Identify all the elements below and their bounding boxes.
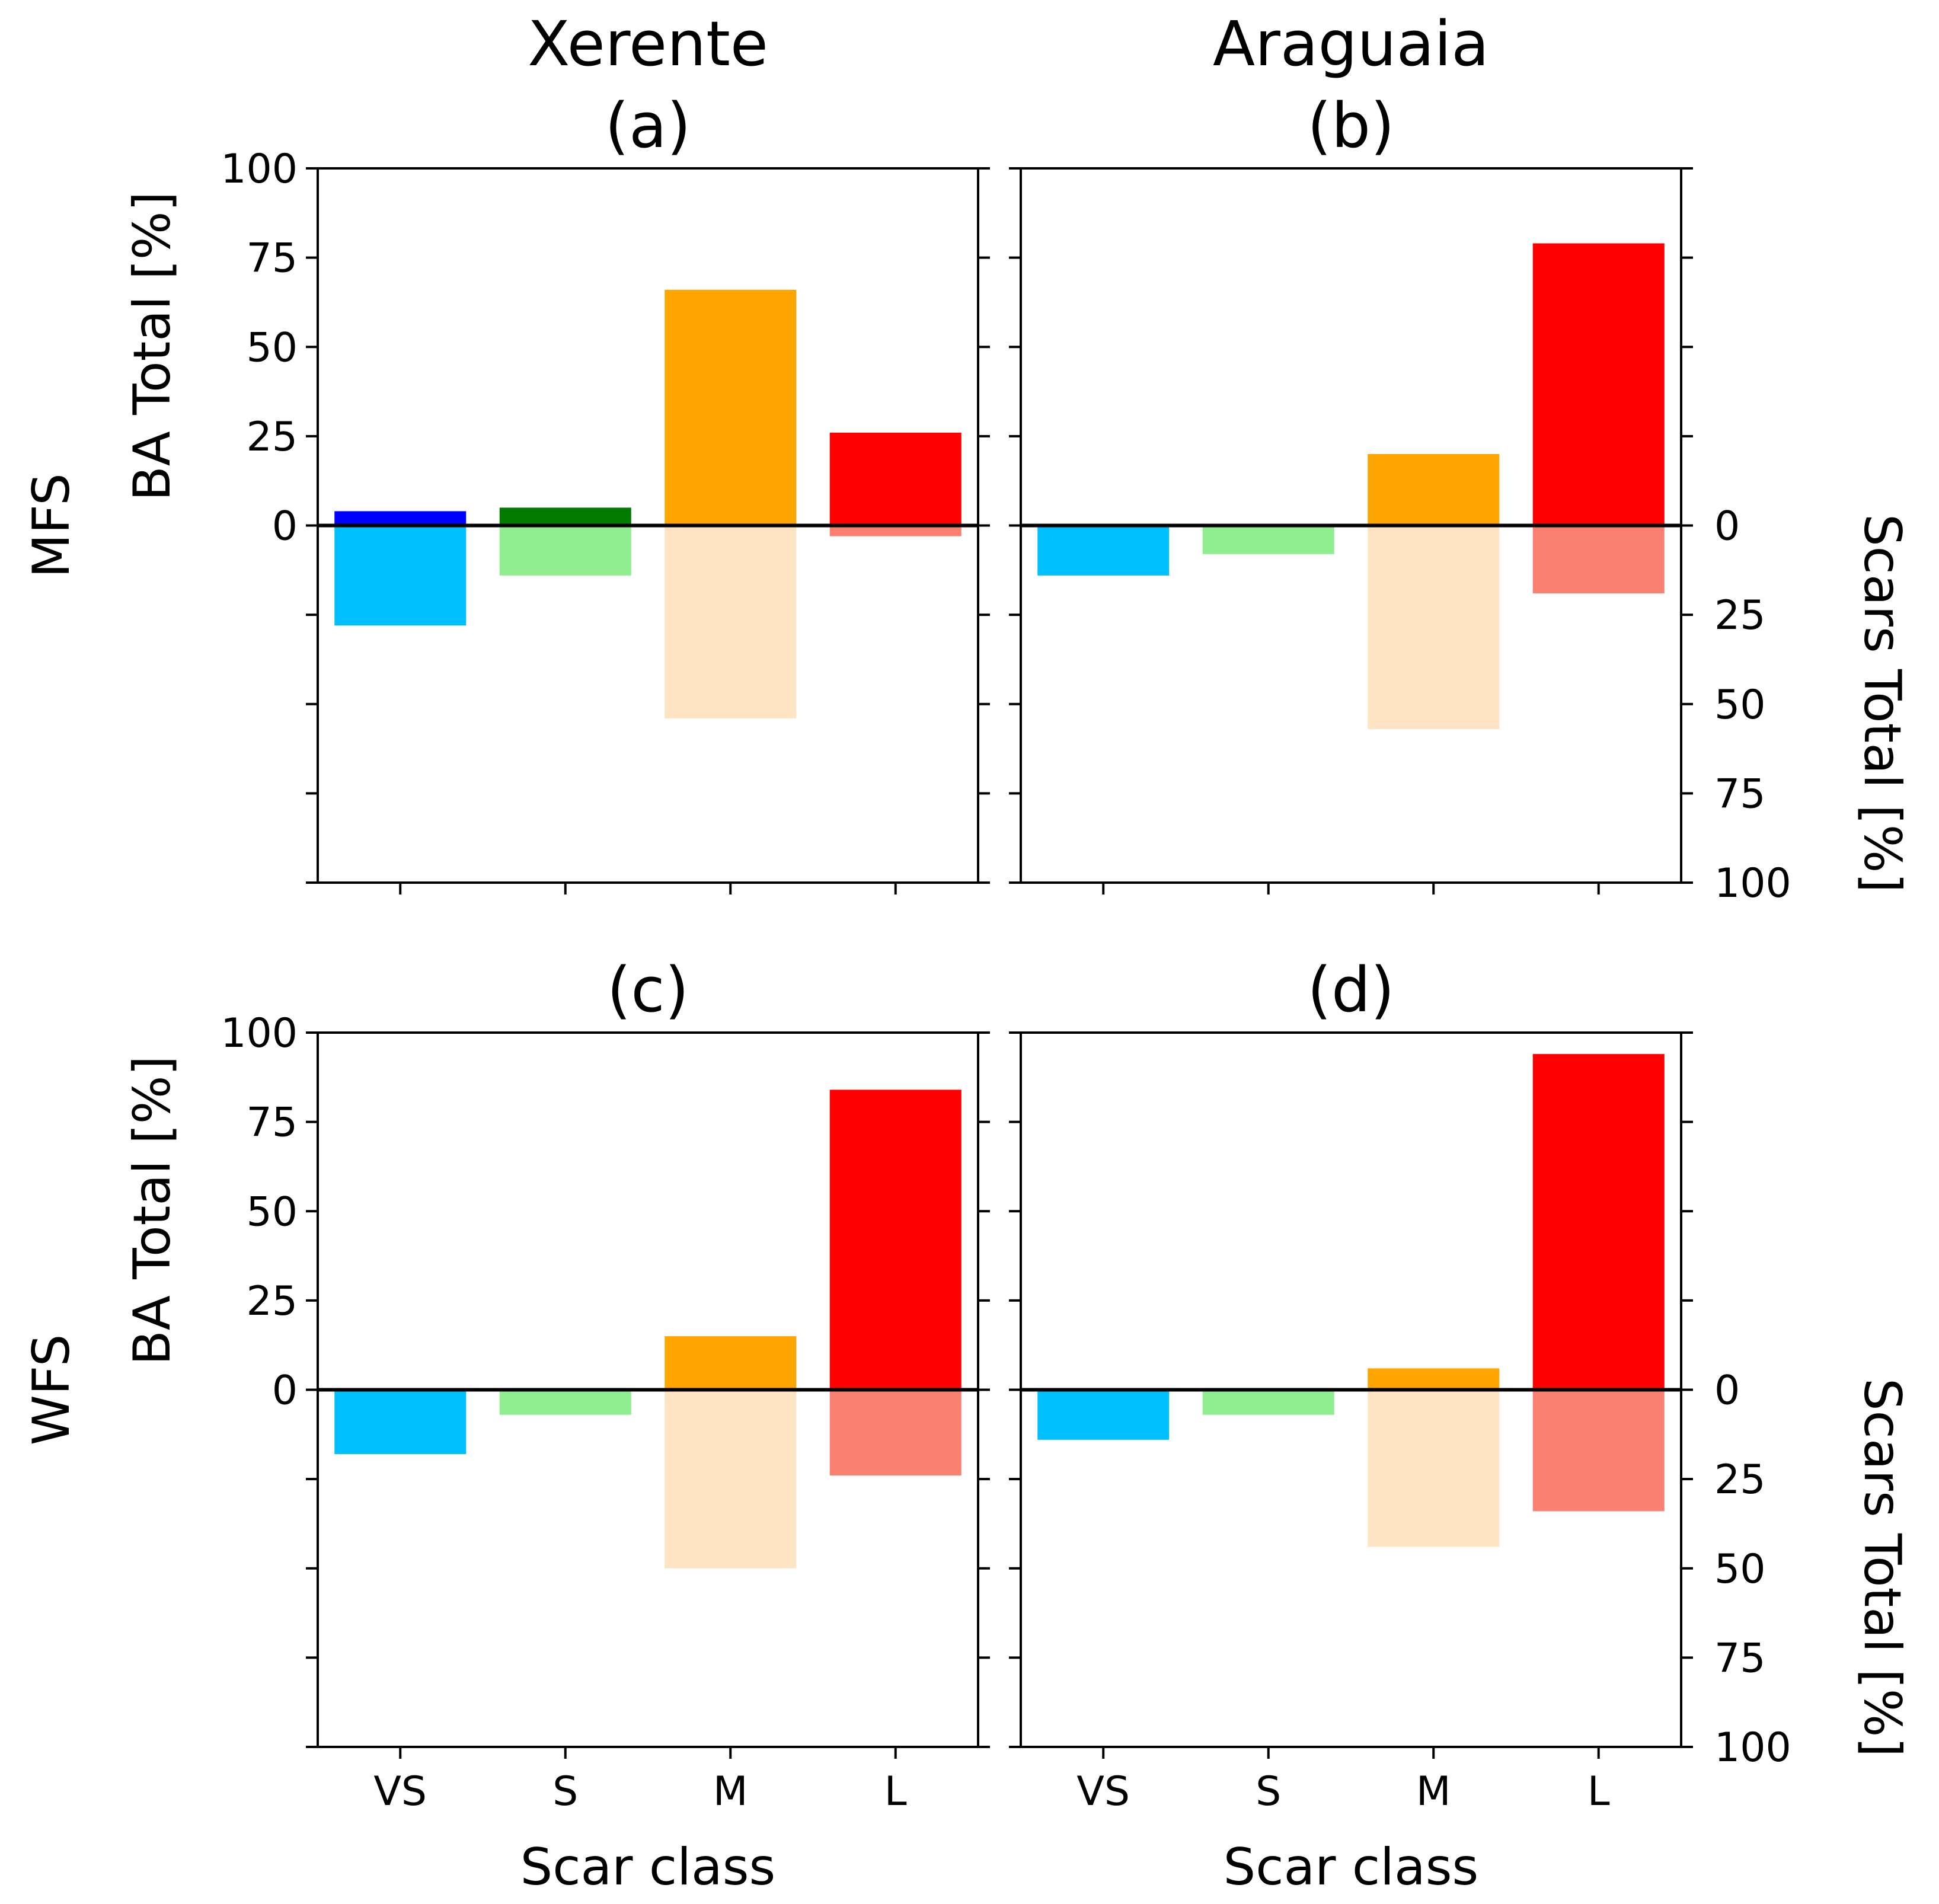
bar-scars-vs	[334, 525, 467, 626]
y-tick-label: 75	[246, 235, 298, 282]
bar-scars-m	[665, 525, 797, 718]
y-tick-label: 50	[246, 324, 298, 371]
row-label: MFS	[22, 473, 81, 578]
bar-ba-l	[1532, 243, 1665, 526]
bar-ba-l	[829, 432, 961, 526]
bar-scars-m	[1368, 525, 1500, 729]
bar-ba-m	[665, 289, 797, 526]
bar-ba-m	[1368, 1368, 1500, 1390]
panel-title: (c)	[607, 954, 689, 1026]
y2-tick-label: 50	[1714, 682, 1766, 729]
bar-scars-s	[499, 525, 631, 576]
bar-scars-s	[1202, 525, 1334, 554]
x-tick-label: M	[1416, 1768, 1451, 1815]
y2-axis-label: Scars Total [%]	[1852, 1378, 1912, 1757]
y2-tick-label: 100	[1714, 1724, 1791, 1771]
x-axis-label: Scar class	[520, 1838, 776, 1897]
bar-ba-vs	[334, 511, 467, 526]
bar-scars-l	[1532, 1389, 1665, 1512]
bar-scars-l	[829, 1389, 961, 1476]
y-tick-label: 0	[272, 1368, 298, 1414]
bar-scars-s	[1202, 1389, 1334, 1415]
panel-b: 0 25 50 75 100 Araguaia (b) Scars Total [%]	[1009, 8, 1912, 907]
bar-scars-vs	[334, 1389, 467, 1454]
bar-scars-vs	[1037, 1389, 1170, 1440]
bar-scars-m	[665, 1389, 797, 1568]
y-tick-label: 25	[246, 414, 298, 461]
x-tick-label: S	[1256, 1768, 1281, 1815]
x-tick-label: VS	[373, 1768, 427, 1815]
y-tick-label: 100	[221, 146, 298, 193]
x-tick-label: VS	[1076, 1768, 1130, 1815]
y2-axis-label: Scars Total [%]	[1852, 514, 1912, 893]
bar-ba-s	[499, 507, 631, 526]
bar-scars-l	[829, 525, 961, 536]
y2-tick-label: 50	[1714, 1546, 1766, 1593]
x-tick-label: S	[552, 1768, 578, 1815]
y-tick-label: 50	[246, 1189, 298, 1235]
panel-title: (d)	[1307, 954, 1394, 1026]
y-tick-label: 0	[272, 503, 298, 550]
y2-tick-label: 75	[1714, 771, 1766, 817]
bar-scars-l	[1532, 525, 1665, 593]
x-tick-label: L	[884, 1768, 907, 1815]
bar-scars-m	[1368, 1389, 1500, 1547]
panel-title: (b)	[1307, 90, 1394, 162]
y2-tick-label: 100	[1714, 860, 1791, 907]
panel-d: VS S M L 0 25 50 75 100 (d) Scars Total [%] Scar cl…	[1009, 954, 1912, 1897]
y2-tick-label: 25	[1714, 1456, 1766, 1503]
column-title: Xerente	[528, 8, 768, 80]
bar-ba-l	[1532, 1054, 1665, 1390]
x-tick-label: L	[1587, 1768, 1610, 1815]
y2-tick-label: 25	[1714, 592, 1766, 639]
y2-tick-label: 0	[1714, 1368, 1740, 1414]
bar-scars-vs	[1037, 525, 1170, 576]
panel-c: VS S M L 0 25 50 75 100 (c) BA Total [%] WFS Scar cl…	[22, 954, 990, 1897]
y-tick-label: 25	[246, 1278, 298, 1325]
row-label: WFS	[22, 1334, 81, 1446]
y-tick-label: 75	[246, 1100, 298, 1146]
x-axis-label: Scar class	[1224, 1838, 1479, 1897]
x-tick-label: M	[713, 1768, 748, 1815]
column-title: Araguaia	[1213, 8, 1489, 80]
y2-tick-label: 0	[1714, 503, 1740, 550]
y2-tick-label: 75	[1714, 1635, 1766, 1682]
y-axis-label: BA Total [%]	[123, 1056, 182, 1365]
bar-scars-s	[499, 1389, 631, 1415]
bar-ba-l	[829, 1090, 961, 1390]
bar-ba-m	[665, 1336, 797, 1390]
y-tick-label: 100	[221, 1010, 298, 1057]
panel-a: 0 25 50 75 100 Xerente (a) BA Total [%] MFS	[22, 8, 990, 895]
bar-ba-m	[1368, 454, 1500, 526]
panel-title: (a)	[605, 90, 691, 162]
y-axis-label: BA Total [%]	[123, 191, 182, 501]
